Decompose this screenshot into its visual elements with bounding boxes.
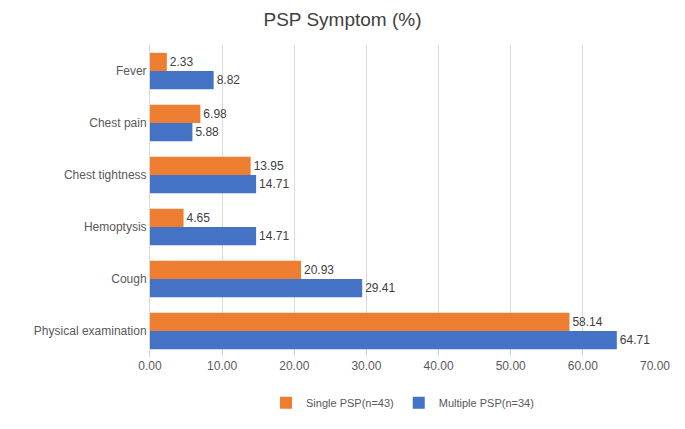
svg-text:Fever: Fever <box>116 64 147 78</box>
svg-text:64.71: 64.71 <box>620 333 650 347</box>
svg-text:30.00: 30.00 <box>351 359 381 373</box>
svg-text:40.00: 40.00 <box>424 359 454 373</box>
svg-text:14.71: 14.71 <box>259 177 289 191</box>
svg-text:13.95: 13.95 <box>254 159 284 173</box>
svg-text:Chest tightness: Chest tightness <box>64 168 147 182</box>
svg-text:14.71: 14.71 <box>259 229 289 243</box>
svg-text:8.82: 8.82 <box>217 73 241 87</box>
svg-text:20.93: 20.93 <box>304 263 334 277</box>
svg-text:20.00: 20.00 <box>279 359 309 373</box>
svg-text:PSP Symptom (%): PSP Symptom (%) <box>263 9 421 30</box>
svg-text:Cough: Cough <box>111 272 146 286</box>
svg-text:5.88: 5.88 <box>195 125 219 139</box>
svg-text:Chest pain: Chest pain <box>89 116 146 130</box>
svg-text:29.41: 29.41 <box>365 281 395 295</box>
svg-text:50.00: 50.00 <box>496 359 526 373</box>
svg-text:0.00: 0.00 <box>138 359 162 373</box>
svg-text:70.00: 70.00 <box>640 359 670 373</box>
svg-text:60.00: 60.00 <box>568 359 598 373</box>
svg-text:2.33: 2.33 <box>170 55 194 69</box>
svg-text:Single PSP(n=43): Single PSP(n=43) <box>306 397 394 409</box>
svg-text:10.00: 10.00 <box>207 359 237 373</box>
svg-text:Multiple PSP(n=34): Multiple PSP(n=34) <box>439 397 534 409</box>
svg-text:6.98: 6.98 <box>203 107 227 121</box>
svg-text:Physical examination: Physical examination <box>34 324 147 338</box>
svg-text:Hemoptysis: Hemoptysis <box>84 220 147 234</box>
svg-text:58.14: 58.14 <box>572 315 602 329</box>
svg-text:4.65: 4.65 <box>187 211 211 225</box>
